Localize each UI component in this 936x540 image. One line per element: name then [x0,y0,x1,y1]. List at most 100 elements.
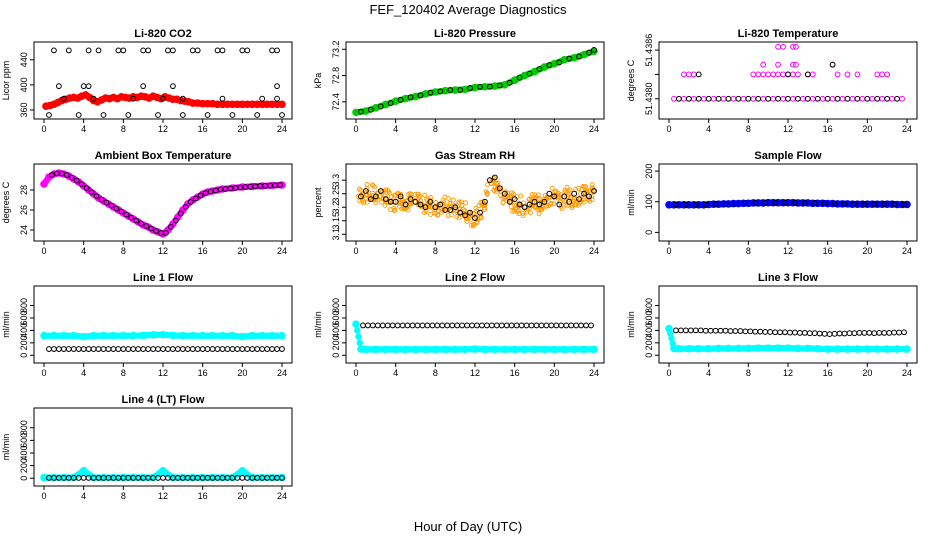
y-axis-label: percent [313,187,323,218]
data-point [523,322,530,329]
data-point [806,330,813,337]
series-1 [46,346,285,352]
data-point [163,230,169,236]
data-point [209,346,216,352]
data-point [70,346,77,352]
data-point [548,201,554,207]
data-point [484,322,490,329]
x-tick-label: 4 [706,368,711,378]
panel-title: Li-820 Pressure [434,28,516,40]
data-point [717,327,724,334]
data-point [358,187,364,193]
data-point [737,328,744,334]
data-point [521,204,528,211]
data-point [488,322,495,329]
y-tick-label: 200 [644,164,654,179]
data-point [692,327,699,334]
data-point [571,190,578,197]
data-point [526,201,533,208]
x-tick-label: 20 [862,246,872,256]
data-point [239,346,246,352]
data-point [685,71,692,78]
data-point [145,346,152,352]
data-point [444,322,451,329]
data-point [722,200,729,207]
data-point [377,188,384,194]
data-point [424,322,431,329]
data-point [274,95,280,102]
data-point [831,330,838,337]
data-point [801,200,808,206]
x-tick-label: 20 [237,246,247,256]
data-point [790,43,796,50]
data-point [564,193,571,200]
data-point [491,174,498,181]
x-tick-label: 16 [198,368,208,378]
data-point [389,322,396,329]
data-point [804,95,811,102]
y-tick-label: 200 [19,335,29,350]
data-point [785,71,791,78]
data-point [889,95,896,102]
x-tick-label: 8 [433,246,438,256]
data-point [367,106,374,113]
data-point [591,188,597,194]
data-point [834,71,841,78]
data-point [690,71,697,78]
y-axis-label: kPa [313,73,323,89]
data-point [464,322,470,329]
data-point [105,346,112,352]
data-point [55,346,62,352]
data-point [506,79,513,86]
data-point [861,329,868,336]
data-point [496,82,503,89]
data-point [189,47,196,54]
data-point [809,71,816,78]
data-point [546,62,553,68]
series-0 [352,320,598,354]
data-point [518,193,524,199]
x-tick-label: 20 [862,368,872,378]
data-point [468,222,474,228]
data-point [685,95,692,102]
data-point [811,330,818,337]
x-tick-label: 12 [158,246,168,256]
data-point [790,71,796,78]
data-point [775,61,781,68]
data-point [755,95,762,102]
data-point [449,208,454,214]
data-point [194,346,201,352]
x-tick-label: 8 [746,368,751,378]
data-point [541,198,548,205]
data-point [732,328,739,334]
data-point [844,71,851,78]
data-point [446,204,453,211]
data-point [409,322,416,329]
data-point [437,201,444,208]
y-tick-label: 400 [19,323,29,338]
data-point [478,209,484,215]
data-point [777,329,783,336]
data-point [511,196,518,203]
data-point [580,183,586,189]
data-point [780,95,786,102]
data-point [811,200,818,206]
data-point [405,207,411,213]
data-point [259,346,266,352]
data-point [364,182,370,187]
y-tick-label: 72.8 [331,67,341,85]
data-point [486,177,493,184]
data-point [856,329,863,336]
data-point [861,201,868,208]
data-point [750,71,757,78]
data-point [695,95,702,102]
data-point [473,205,479,211]
x-tick-label: 12 [470,124,480,134]
x-tick-label: 0 [666,368,671,378]
series-0 [40,466,286,482]
data-point [851,330,858,337]
data-point [143,223,150,229]
y-tick-label: 400 [19,445,29,460]
x-tick-label: 16 [198,491,208,501]
data-point [402,201,409,208]
